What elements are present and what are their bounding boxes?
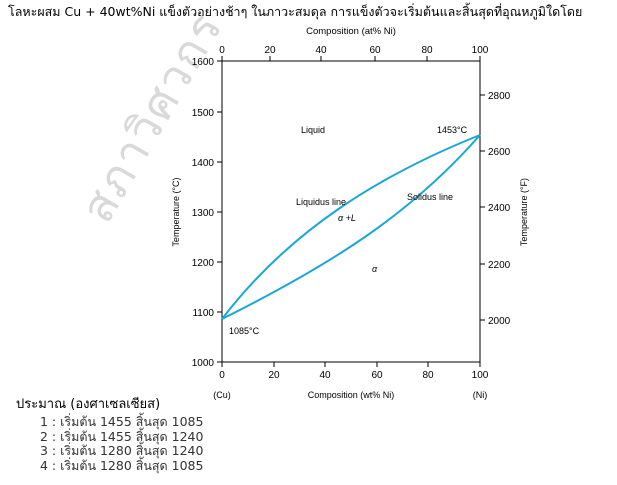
top-tick-label: 0: [219, 45, 225, 56]
left-ticks: 1000 1100 1200 1300 1400 1500 1600: [192, 57, 222, 369]
left-tick-label: 1600: [192, 57, 215, 68]
cu-melting-point-label: 1085°C: [229, 326, 260, 336]
left-tick-label: 1000: [192, 358, 215, 369]
ni-melting-point-label: 1453°C: [437, 125, 468, 135]
bottom-tick-label: 20: [268, 370, 280, 381]
solidus-curve: [221, 134, 481, 320]
right-tick-label: 2000: [488, 316, 511, 327]
top-tick-label: 80: [421, 45, 433, 56]
liquidus-curve: [221, 134, 481, 320]
alpha-region-label: α: [372, 264, 378, 274]
answer-choice-1[interactable]: 1 : เริ่มต้น 1455 สิ้นสุด 1085: [40, 414, 204, 429]
top-tick-label: 60: [369, 45, 381, 56]
bottom-ticks: 0 20 40 60 80 100: [219, 362, 489, 381]
question-text: โลหะผสม Cu + 40wt%Ni แข็งตัวอย่างช้าๆ ใน…: [8, 4, 583, 19]
top-axis-title: Composition (at% Ni): [306, 26, 396, 37]
ni-end-label: (Ni): [473, 390, 488, 400]
right-tick-label: 2800: [488, 91, 511, 102]
unit-note: ประมาณ (องศาเซลเซียส): [16, 397, 161, 412]
top-ticks: 0 20 40 60 80 100: [219, 45, 489, 61]
right-tick-label: 2200: [488, 260, 511, 271]
cu-end-label: (Cu): [213, 390, 231, 400]
left-tick-label: 1400: [192, 158, 215, 169]
top-tick-label: 100: [472, 45, 489, 56]
solidus-line-label: Solidus line: [407, 192, 453, 202]
top-tick-label: 20: [264, 45, 276, 56]
right-axis-title: Temperature (°F): [519, 178, 529, 246]
liquidus-line-label: Liquidus line: [296, 197, 346, 207]
left-tick-label: 1500: [192, 108, 215, 119]
answer-choice-2[interactable]: 2 : เริ่มต้น 1455 สิ้นสุด 1240: [40, 428, 204, 444]
left-axis-title: Temperature (°C): [171, 177, 181, 246]
left-tick-label: 1100: [192, 308, 214, 319]
top-tick-label: 40: [315, 45, 327, 56]
liquid-region-label: Liquid: [301, 125, 325, 135]
answer-choice-4[interactable]: 4 : เริ่มต้น 1280 สิ้นสุด 1085: [40, 457, 204, 473]
bottom-tick-label: 60: [371, 370, 383, 381]
right-tick-label: 2600: [488, 147, 511, 158]
bottom-axis-title: Composition (wt% Ni): [308, 390, 395, 400]
two-phase-region-label: α +L: [338, 213, 356, 223]
bottom-tick-label: 0: [219, 370, 225, 381]
bottom-tick-label: 80: [422, 370, 434, 381]
answer-choice-3[interactable]: 3 : เริ่มต้น 1280 สิ้นสุด 1240: [40, 443, 204, 458]
plot-frame: [221, 60, 481, 363]
right-tick-label: 2400: [488, 203, 511, 214]
bottom-tick-label: 40: [319, 370, 331, 381]
answer-choices: 1 : เริ่มต้น 1455 สิ้นสุด 1085 2 : เริ่ม…: [40, 414, 204, 473]
bottom-tick-label: 100: [472, 370, 489, 381]
left-tick-label: 1200: [192, 258, 215, 269]
left-tick-label: 1300: [192, 208, 215, 219]
right-ticks: 2000 2200 2400 2600 2800: [480, 91, 511, 327]
